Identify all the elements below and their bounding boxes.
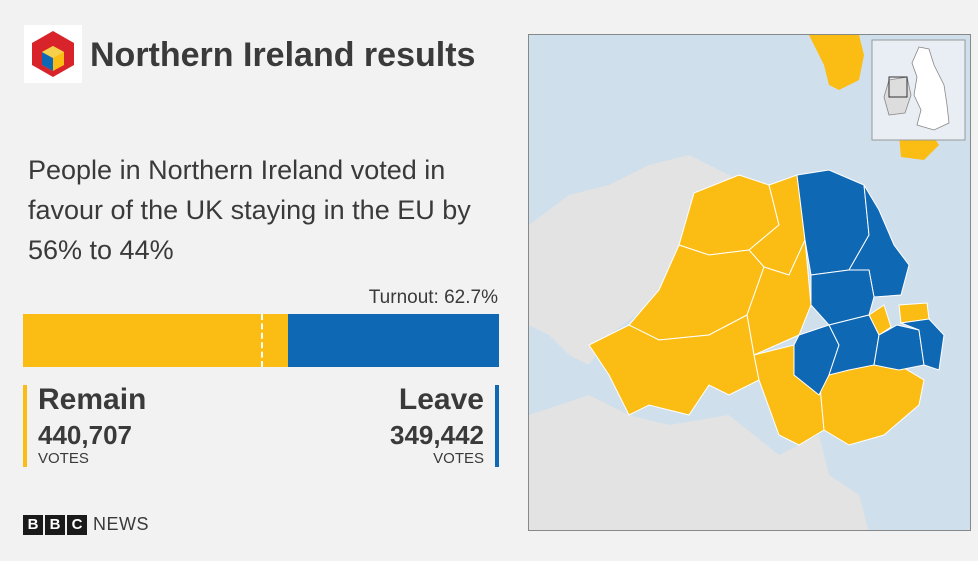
results-logo-icon — [24, 25, 82, 83]
result-summary: People in Northern Ireland voted in favo… — [28, 155, 471, 265]
bbc-block-1: B — [23, 514, 43, 535]
leave-label: Leave — [398, 383, 484, 416]
map-svg — [529, 35, 966, 530]
inset-highlight-box — [888, 76, 908, 98]
constituency-north-down — [899, 318, 945, 371]
northern-ireland-map — [528, 34, 971, 531]
page-title: Northern Ireland results — [90, 36, 476, 74]
result-bar — [23, 314, 499, 367]
bbc-block-3: C — [67, 514, 87, 535]
remain-result: Remain 440,707 VOTES — [23, 385, 146, 467]
turnout-label: Turnout: 62.7% — [368, 287, 498, 308]
land-scotland — [809, 35, 864, 90]
leave-count: 349,442 — [390, 420, 484, 450]
constituency-fermanagh — [588, 314, 760, 416]
majority-line — [261, 314, 263, 367]
inset-great-britain — [911, 46, 950, 131]
land-ireland-south — [529, 395, 869, 530]
leave-result: Leave 349,442 VOTES — [390, 385, 499, 467]
leave-bar-segment — [288, 314, 499, 367]
bbc-news-wordmark: NEWS — [93, 514, 149, 534]
remain-label: Remain — [38, 383, 147, 416]
remain-unit: VOTES — [38, 450, 89, 467]
constituency-east-antrim — [848, 184, 910, 298]
remain-bar-segment — [23, 314, 289, 367]
constituency-south-antrim — [810, 269, 875, 326]
bbc-block-2: B — [45, 514, 65, 535]
remain-count: 440,707 — [38, 420, 132, 450]
constituency-lagan-valley — [828, 314, 880, 376]
leave-unit: VOTES — [433, 450, 484, 467]
bbc-news-logo: B B C NEWS — [23, 514, 149, 535]
